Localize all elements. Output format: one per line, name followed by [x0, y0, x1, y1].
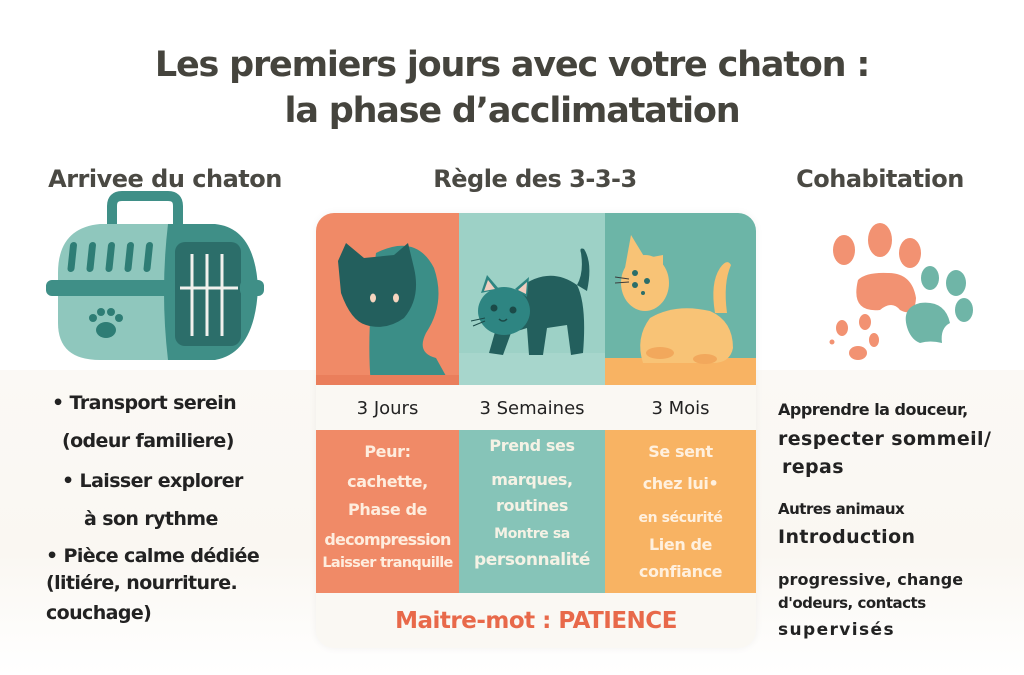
- desc-line: personnalité: [473, 550, 591, 570]
- panel-3-weeks: [459, 213, 605, 385]
- arrival-tip-line: à son rythme: [84, 508, 218, 530]
- arrival-tip-line: (litiére, nourriture.: [46, 572, 238, 594]
- cohabitation-line: Autres animaux: [778, 500, 905, 518]
- pet-carrier-icon: [46, 191, 264, 360]
- desc-3-weeks: Prend ses marques, routines Montre sa pe…: [459, 430, 605, 593]
- desc-line: decompression: [324, 530, 451, 549]
- cohabitation-line: progressive, change: [778, 570, 964, 589]
- arrival-tip-line: • Laisser explorer: [62, 470, 243, 492]
- cohabitation-line: Introduction: [778, 526, 916, 548]
- hiding-cat-icon: [316, 243, 459, 385]
- rule-heading: Règle des 3-3-3: [433, 165, 637, 193]
- desc-line: cachette,: [347, 472, 428, 491]
- period-months: 3 Mois: [651, 398, 710, 419]
- desc-line: Laisser tranquille: [322, 555, 453, 571]
- motto: Maitre-mot : PATIENCE: [395, 608, 677, 634]
- cohabitation-line: repas: [782, 456, 844, 478]
- exploring-cat-icon: [459, 248, 605, 385]
- cohabitation-line: Apprendre la douceur,: [778, 400, 968, 419]
- desc-3-days: Peur: cachette, Phase de decompression L…: [316, 430, 459, 593]
- paw-prints-icon: [829, 223, 973, 360]
- desc-line: Montre sa: [494, 526, 570, 542]
- arrival-tip-line: (odeur familiere): [62, 430, 234, 452]
- period-days: 3 Jours: [356, 398, 419, 419]
- desc-line: marques,: [491, 470, 573, 489]
- period-row: 3 Jours 3 Semaines 3 Mois: [316, 385, 756, 430]
- arrival-heading: Arrivee du chaton: [48, 165, 282, 193]
- arrival-tip-line: • Pièce calme dédiée: [46, 545, 260, 567]
- confident-cat-icon: [605, 235, 756, 385]
- desc-line: Se sent: [648, 442, 713, 461]
- desc-line: Peur:: [364, 442, 411, 461]
- desc-line: chez lui•: [642, 474, 719, 493]
- desc-line: confiance: [638, 562, 723, 581]
- rule-333-card: 3 Jours 3 Semaines 3 Mois Peur: cachette…: [316, 213, 756, 648]
- desc-line: Phase de: [348, 500, 427, 519]
- cohabitation-heading: Cohabitation: [796, 165, 964, 193]
- desc-line: Prend ses: [489, 436, 575, 455]
- cohabitation-line: d'odeurs, contacts: [778, 594, 926, 612]
- arrival-tip-line: couchage): [46, 602, 152, 624]
- desc-line: en sécurité: [638, 510, 723, 526]
- cohabitation-line: supervisés: [778, 620, 895, 640]
- desc-line: routines: [496, 496, 568, 515]
- cohabitation-line: respecter sommeil/: [778, 428, 992, 450]
- panel-3-months: [605, 213, 756, 385]
- desc-3-months: Se sent chez lui• en sécurité Lien de co…: [605, 430, 756, 593]
- title-line-1: Les premiers jours avec votre chaton :: [154, 45, 870, 85]
- desc-line: Lien de: [649, 535, 712, 554]
- page-title: Les premiers jours avec votre chaton : l…: [0, 42, 1024, 134]
- period-weeks: 3 Semaines: [479, 398, 585, 419]
- arrival-tip-line: • Transport serein: [52, 392, 237, 414]
- title-line-2: la phase d’acclimatation: [284, 91, 741, 131]
- panel-3-days: [316, 213, 459, 385]
